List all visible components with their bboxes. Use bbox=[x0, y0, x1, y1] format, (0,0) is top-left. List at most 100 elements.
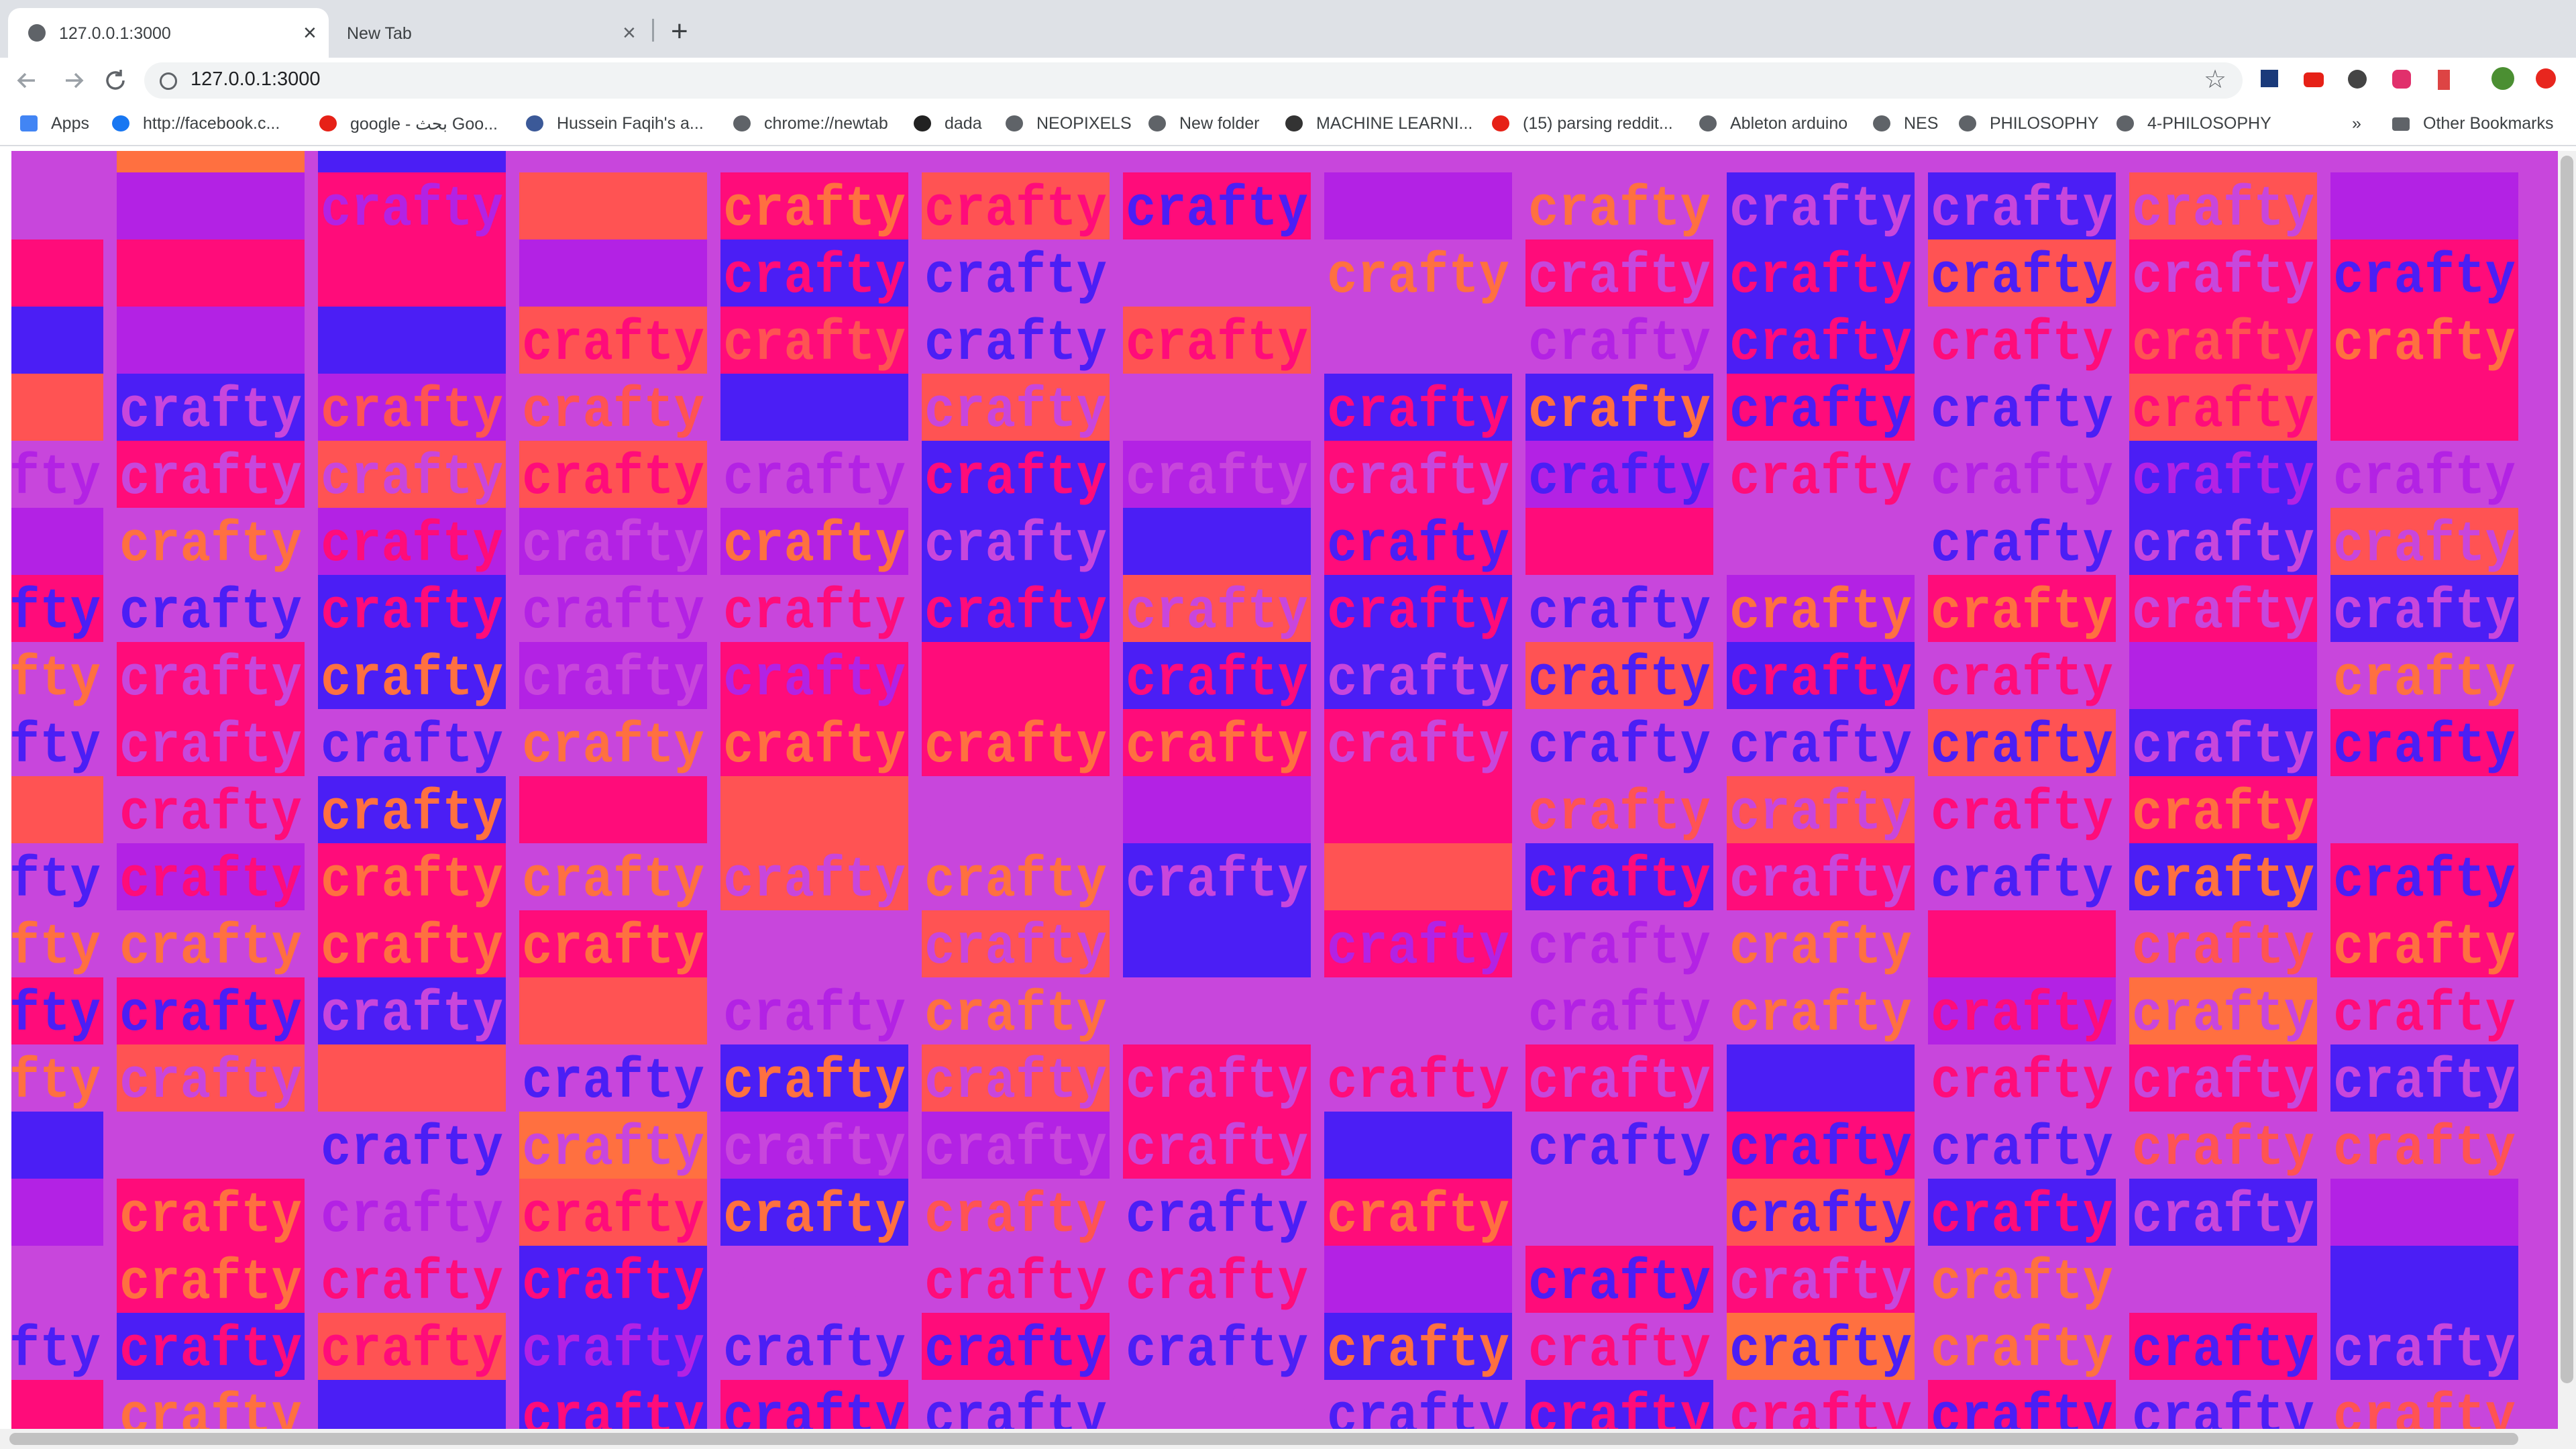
cell bbox=[1928, 977, 2116, 1045]
cell bbox=[1525, 1313, 1713, 1381]
cell bbox=[922, 776, 1110, 844]
cell-word: crafty bbox=[723, 447, 906, 511]
cell bbox=[1525, 977, 1713, 1045]
cell-word: crafty bbox=[321, 581, 503, 645]
tab-title[interactable]: New Tab bbox=[347, 24, 412, 43]
cell-word: crafty bbox=[1729, 1386, 1912, 1429]
cell-word: crafty bbox=[522, 1252, 704, 1316]
extension-icon[interactable] bbox=[2348, 70, 2367, 89]
cell-word: crafty bbox=[2132, 447, 2314, 511]
cell-word: crafty bbox=[1729, 581, 1912, 645]
info-icon[interactable] bbox=[160, 72, 177, 90]
cell bbox=[2129, 642, 2317, 710]
cell bbox=[1123, 151, 1311, 173]
bookmark[interactable]: dada bbox=[945, 114, 982, 133]
tab-close[interactable]: × bbox=[623, 20, 636, 46]
cell bbox=[519, 709, 707, 777]
cell-word: crafty bbox=[1126, 1051, 1308, 1114]
bookmarks-overflow[interactable]: » bbox=[2352, 114, 2361, 133]
cell bbox=[1525, 575, 1713, 643]
cell-word: crafty bbox=[11, 581, 101, 645]
crafty-grid: crafty crafty crafty crafty crafty crafty craf… bbox=[11, 151, 2558, 1429]
cell-word: crafty bbox=[1729, 715, 1912, 779]
scroll-thumb[interactable] bbox=[9, 1433, 2518, 1445]
new-tab-button[interactable]: + bbox=[671, 15, 688, 48]
bookmark[interactable]: Other Bookmarks bbox=[2423, 114, 2554, 133]
cell bbox=[2330, 239, 2518, 307]
cell-word: crafty bbox=[2333, 246, 2516, 309]
tab-title[interactable]: 127.0.0.1:3000 bbox=[59, 24, 171, 43]
address-bar[interactable] bbox=[144, 62, 2243, 99]
cell bbox=[117, 1044, 305, 1112]
cell-word: crafty bbox=[2132, 380, 2314, 443]
cell bbox=[1525, 1112, 1713, 1179]
bookmark[interactable]: http://facebook.c... bbox=[143, 114, 280, 133]
cell bbox=[2129, 1112, 2317, 1179]
cell bbox=[318, 709, 506, 777]
bookmark[interactable]: PHILOSOPHY bbox=[1990, 114, 2099, 133]
cell bbox=[1123, 239, 1311, 307]
cell bbox=[922, 843, 1110, 911]
cell-word: crafty bbox=[1729, 178, 1912, 242]
bookmark[interactable]: (15) parsing reddit... bbox=[1523, 114, 1673, 133]
tab-close[interactable]: × bbox=[303, 20, 317, 46]
cell bbox=[2129, 1246, 2317, 1313]
bookmark[interactable]: MACHINE LEARNI... bbox=[1316, 114, 1473, 133]
bookmark[interactable]: chrome://newtab bbox=[764, 114, 888, 133]
url[interactable]: 127.0.0.1:3000 bbox=[191, 68, 321, 90]
bookmark[interactable]: google - بحث Goo... bbox=[350, 115, 498, 133]
cell bbox=[117, 776, 305, 844]
cell-word: crafty bbox=[2132, 1386, 2314, 1429]
bookmark[interactable]: NES bbox=[1904, 114, 1939, 133]
bookmark[interactable]: New folder bbox=[1179, 114, 1260, 133]
cell-word: crafty bbox=[1729, 648, 1912, 712]
extension-icon[interactable] bbox=[2261, 70, 2278, 87]
cell bbox=[318, 151, 506, 173]
cell bbox=[11, 374, 103, 441]
cell-word: crafty bbox=[1931, 715, 2113, 779]
cell bbox=[2330, 843, 2518, 911]
cell bbox=[1928, 239, 2116, 307]
active-tab[interactable] bbox=[8, 8, 329, 58]
cell bbox=[1324, 1112, 1512, 1179]
cell-word: crafty bbox=[723, 983, 906, 1047]
cell bbox=[922, 307, 1110, 374]
cell-word: crafty bbox=[1327, 1386, 1509, 1429]
extension-icon[interactable] bbox=[2392, 70, 2411, 89]
scroll-thumb[interactable] bbox=[2561, 156, 2573, 1383]
cell bbox=[1525, 307, 1713, 374]
cell bbox=[720, 1313, 908, 1381]
bookmark[interactable]: Ableton arduino bbox=[1730, 114, 1848, 133]
cell-word: crafty bbox=[1931, 246, 2113, 309]
cell-word: crafty bbox=[1327, 648, 1509, 712]
cell bbox=[1727, 1380, 1915, 1429]
cell bbox=[720, 239, 908, 307]
bookmark[interactable]: NEOPIXELS bbox=[1036, 114, 1132, 133]
update-icon[interactable] bbox=[2536, 68, 2556, 89]
extension-icon[interactable] bbox=[2304, 72, 2324, 87]
cell bbox=[519, 1044, 707, 1112]
cell-word: crafty bbox=[1729, 313, 1912, 376]
bookmark[interactable]: 4-PHILOSOPHY bbox=[2147, 114, 2271, 133]
bookmark[interactable]: Apps bbox=[51, 114, 89, 133]
cell bbox=[720, 1044, 908, 1112]
cell bbox=[922, 642, 1110, 710]
cell bbox=[720, 910, 908, 978]
cell bbox=[1324, 776, 1512, 844]
nav-buttons[interactable] bbox=[13, 67, 127, 94]
cell-word: crafty bbox=[1528, 313, 1711, 376]
cell bbox=[922, 1313, 1110, 1381]
bookmark[interactable]: Hussein Faqih's a... bbox=[557, 114, 704, 133]
cell bbox=[2330, 575, 2518, 643]
profile-avatar[interactable] bbox=[2491, 67, 2514, 90]
cell-word: crafty bbox=[1126, 1319, 1308, 1383]
bookmark-icon bbox=[1492, 115, 1509, 131]
extension-icon[interactable] bbox=[2438, 70, 2450, 90]
cell-word: crafty bbox=[1729, 380, 1912, 443]
bookmark-icon bbox=[319, 115, 337, 131]
bookmark-star[interactable]: ☆ bbox=[2204, 66, 2227, 94]
cell-word: crafty bbox=[924, 246, 1107, 309]
cell-word: crafty bbox=[11, 447, 101, 511]
cell bbox=[318, 1246, 506, 1313]
cell-word: crafty bbox=[119, 782, 302, 846]
